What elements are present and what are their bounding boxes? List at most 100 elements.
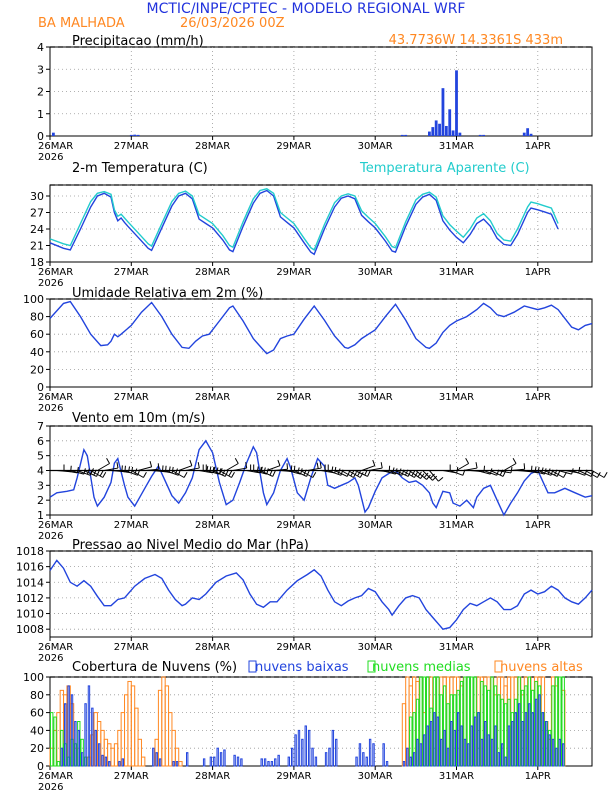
wind-barb — [266, 465, 281, 471]
wind-barb-feather — [86, 468, 90, 475]
precip-bar — [400, 134, 404, 136]
precip-bar — [482, 134, 485, 136]
rh-ytick-label: 40 — [30, 346, 44, 359]
cloud-low-bar — [443, 729, 446, 767]
rh-xtick-label: 1APR — [525, 392, 551, 403]
cloud-low-bar — [545, 721, 548, 767]
cloud-low-bar — [70, 694, 74, 767]
rh-ytick-label: 60 — [30, 328, 44, 341]
rh-title: Umidade Relativa em 2m (%) — [72, 286, 263, 301]
wind-title: Vento em 10m (m/s) — [72, 411, 205, 426]
wind-barb-feather — [224, 470, 229, 477]
precip-bar — [529, 133, 533, 136]
wind-barb-feather — [142, 472, 147, 478]
clouds-xtick-label: 29MAR — [276, 771, 311, 782]
cloud-low-bar — [158, 758, 162, 767]
wind-barb-feather — [174, 468, 178, 475]
wind-barb-feather — [556, 470, 561, 477]
cloud-low-bar — [260, 758, 263, 767]
wind-barb — [76, 470, 91, 476]
wind-barb-feather — [197, 462, 200, 469]
wind-barb — [205, 470, 220, 475]
wind-barb-feather — [171, 466, 174, 474]
wind-ytick-label: 1 — [37, 509, 44, 522]
precip-bar — [438, 123, 441, 136]
cloud-low-bar — [433, 712, 436, 767]
pressure-ytick-label: 1014 — [16, 576, 44, 589]
wind-xtick-label: 28MAR — [195, 520, 230, 531]
wind-barb-feather — [222, 469, 226, 476]
wind-barb — [219, 470, 232, 478]
cloud-low-bar — [304, 725, 307, 767]
cloud-low-bar — [101, 754, 104, 767]
cloud-low-bar — [504, 756, 507, 767]
cloud-low-bar — [534, 698, 538, 767]
wind-barb-feather — [367, 470, 371, 477]
wind-barb — [185, 467, 200, 471]
wind-barb-feather — [554, 469, 558, 476]
wind-barb-feather — [157, 463, 160, 470]
cloud-low-bar — [362, 752, 365, 767]
cloud-low-bar — [213, 756, 216, 767]
wind-barb-feather — [357, 470, 361, 477]
cloud-low-bar — [436, 716, 440, 767]
wind-barb — [246, 470, 261, 474]
wind-barb-feather — [429, 473, 435, 479]
cloud-low-bar — [551, 738, 555, 767]
precip-bar — [455, 70, 458, 136]
cloud-low-bar — [463, 738, 467, 767]
cloud-high-bar — [140, 756, 146, 767]
wind-barb-feather — [584, 469, 588, 476]
cloud-low-bar — [186, 752, 189, 767]
cloud-high-bar — [178, 761, 183, 767]
cloud-low-bar — [60, 747, 64, 767]
wind-barb-feather — [306, 470, 310, 477]
cloud-low-bar — [287, 756, 291, 767]
wind-barb-feather — [603, 472, 608, 478]
cloud-low-bar — [477, 712, 480, 767]
pressure-xtick-label: 29MAR — [276, 642, 311, 653]
wind-barb-feather — [303, 469, 307, 476]
cloud-low-bar — [67, 685, 70, 767]
wind-ytick-label: 3 — [37, 479, 44, 492]
cloud-low-bar — [77, 729, 80, 767]
wind-barb — [124, 470, 138, 476]
wind-barb — [232, 467, 247, 471]
cloud-high-bar — [161, 676, 166, 767]
temp-frame — [49, 184, 593, 263]
clouds-xtick-label: 27MAR — [114, 771, 149, 782]
wind-barb — [510, 468, 525, 471]
cloud-high-bar — [113, 743, 119, 767]
wind-barb — [503, 463, 517, 471]
precip-bar — [428, 131, 431, 136]
cloud-low-bar — [531, 712, 534, 767]
wind-barb-feather — [286, 463, 289, 470]
wind-xtick-label: 29MAR — [276, 520, 311, 531]
wind-barb — [178, 465, 193, 471]
temp-ytick-label: 24 — [30, 223, 44, 236]
precip-year-label: 2026 — [38, 152, 63, 163]
cloud-high-bar — [127, 680, 132, 767]
temp-ytick-label: 18 — [30, 256, 44, 269]
cloud-low-bar — [426, 725, 429, 767]
wind-barb — [334, 470, 348, 477]
legend-mid: nuvens medias — [372, 660, 471, 675]
wind-barb — [544, 470, 558, 477]
precip-bar — [451, 130, 455, 136]
cloud-low-bar — [382, 743, 385, 767]
wind-barb-feather — [96, 470, 100, 477]
precip-bar — [478, 134, 482, 136]
station-coords: 43.7736W 14.3361S 433m — [389, 33, 563, 48]
cloud-low-bar — [307, 729, 311, 767]
wind-barb-feather — [106, 458, 110, 464]
wind-barb — [402, 470, 415, 478]
cloud-low-bar — [355, 756, 358, 767]
precip-title: Precipitacao (mm/h) — [72, 34, 204, 49]
clouds-ytick-label: 20 — [30, 742, 44, 755]
wind-barb — [571, 470, 586, 476]
cloud-low-bar — [155, 752, 158, 767]
wind-barb-feather — [499, 469, 504, 476]
wind-barb — [144, 468, 159, 471]
cloud-low-bar — [514, 712, 517, 767]
